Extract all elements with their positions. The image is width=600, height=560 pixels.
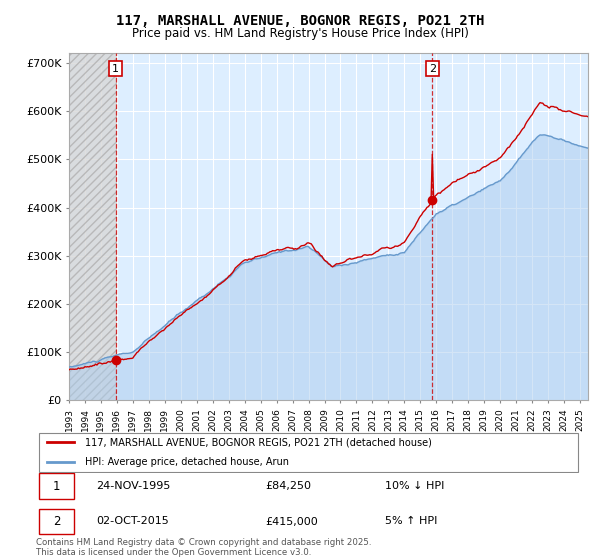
Text: 10% ↓ HPI: 10% ↓ HPI xyxy=(385,481,445,491)
Text: 2: 2 xyxy=(429,64,436,73)
FancyBboxPatch shape xyxy=(39,508,74,534)
Text: 02-OCT-2015: 02-OCT-2015 xyxy=(96,516,169,526)
FancyBboxPatch shape xyxy=(39,473,74,499)
Text: 1: 1 xyxy=(112,64,119,73)
Text: Price paid vs. HM Land Registry's House Price Index (HPI): Price paid vs. HM Land Registry's House … xyxy=(131,27,469,40)
Text: 24-NOV-1995: 24-NOV-1995 xyxy=(96,481,170,491)
Text: 1: 1 xyxy=(53,479,61,493)
Text: Contains HM Land Registry data © Crown copyright and database right 2025.
This d: Contains HM Land Registry data © Crown c… xyxy=(36,538,371,557)
Text: 5% ↑ HPI: 5% ↑ HPI xyxy=(385,516,438,526)
Text: £415,000: £415,000 xyxy=(265,516,318,526)
Polygon shape xyxy=(69,53,117,400)
Text: 2: 2 xyxy=(53,515,61,528)
Text: HPI: Average price, detached house, Arun: HPI: Average price, detached house, Arun xyxy=(85,458,289,467)
Text: 117, MARSHALL AVENUE, BOGNOR REGIS, PO21 2TH: 117, MARSHALL AVENUE, BOGNOR REGIS, PO21… xyxy=(116,14,484,28)
Text: 117, MARSHALL AVENUE, BOGNOR REGIS, PO21 2TH (detached house): 117, MARSHALL AVENUE, BOGNOR REGIS, PO21… xyxy=(85,437,432,447)
FancyBboxPatch shape xyxy=(39,433,578,472)
Text: £84,250: £84,250 xyxy=(265,481,311,491)
